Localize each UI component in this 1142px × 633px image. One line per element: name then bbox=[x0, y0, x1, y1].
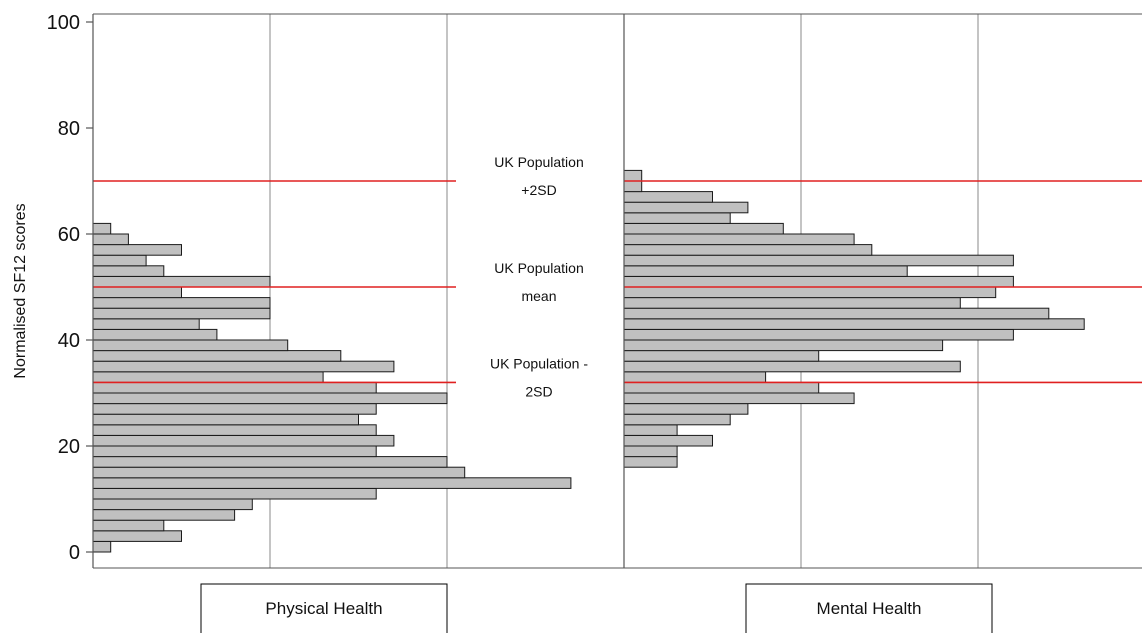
histogram-bar bbox=[92, 265, 165, 277]
histogram-bar bbox=[92, 339, 289, 352]
histogram-bar bbox=[92, 509, 236, 521]
histogram-bar bbox=[92, 381, 377, 394]
histogram-bar bbox=[623, 328, 1014, 341]
histogram-bar bbox=[623, 392, 855, 405]
histogram-bar bbox=[623, 244, 873, 256]
histogram-bar bbox=[623, 339, 944, 352]
histogram-bar bbox=[623, 434, 713, 447]
y-axis-title: Normalised SF12 scores bbox=[12, 203, 29, 378]
histogram-bar bbox=[92, 519, 165, 532]
histogram-bar bbox=[92, 360, 395, 373]
reference-lines bbox=[93, 180, 1142, 384]
histogram-bar bbox=[623, 445, 678, 458]
y-tick-label: 60 bbox=[58, 224, 80, 246]
y-tick-label: 0 bbox=[69, 542, 80, 564]
y-ticks: 0 20 40 60 80 100 bbox=[47, 12, 93, 564]
histogram-bar bbox=[623, 191, 713, 203]
histogram-bar bbox=[92, 424, 377, 436]
histogram-bar bbox=[623, 212, 731, 224]
histogram-bar bbox=[623, 201, 749, 214]
histogram-bar bbox=[92, 477, 572, 489]
histogram-bar bbox=[92, 275, 271, 288]
histogram-bar bbox=[92, 413, 359, 426]
histogram-bar bbox=[92, 244, 182, 256]
histogram-bar bbox=[623, 350, 820, 362]
histogram-bar bbox=[623, 307, 1050, 320]
reference-labels: UK Population +2SD UK Population mean UK Pop… bbox=[490, 154, 588, 399]
histogram-bar bbox=[92, 328, 218, 341]
histogram-bar bbox=[92, 318, 200, 330]
panel-label-physical: Physical Health bbox=[200, 583, 448, 633]
reference-label-line2: 2SD bbox=[525, 383, 552, 399]
y-tick-label: 20 bbox=[58, 436, 80, 458]
panel-label-physical-text: Physical Health bbox=[265, 599, 382, 618]
reference-label-line1: UK Population - bbox=[490, 355, 588, 371]
histogram-bar bbox=[92, 487, 377, 500]
histogram-bar bbox=[623, 222, 784, 235]
reference-label-line2: mean bbox=[521, 288, 556, 304]
histogram-bar bbox=[92, 392, 448, 405]
histogram-bar bbox=[92, 540, 112, 553]
histogram-bar bbox=[623, 371, 767, 383]
panel-label-mental-text: Mental Health bbox=[817, 599, 922, 618]
y-tick-label: 100 bbox=[47, 12, 80, 34]
histogram-bar bbox=[92, 222, 112, 235]
histogram-bar bbox=[623, 456, 678, 468]
histogram-bar bbox=[623, 413, 731, 426]
histogram-bar bbox=[623, 297, 961, 309]
reference-label-line2: +2SD bbox=[521, 182, 556, 198]
histogram-bar bbox=[623, 318, 1085, 330]
histogram-bar bbox=[92, 297, 271, 309]
histogram-bar bbox=[92, 456, 448, 468]
histogram-bar bbox=[623, 360, 961, 373]
histogram-bar bbox=[623, 233, 855, 246]
reference-label-line1: UK Population bbox=[494, 154, 584, 170]
y-tick-label: 40 bbox=[58, 330, 80, 352]
histogram-bar bbox=[623, 286, 997, 299]
histogram-bar bbox=[623, 381, 820, 394]
histogram-bar bbox=[92, 445, 377, 458]
histogram-bar bbox=[92, 530, 182, 542]
axes bbox=[92, 13, 1142, 569]
histogram-bar bbox=[623, 275, 1014, 288]
reference-label-line1: UK Population bbox=[494, 260, 584, 276]
histogram-bar bbox=[623, 169, 643, 182]
histogram-bar bbox=[623, 265, 908, 277]
histogram-bar bbox=[92, 307, 271, 320]
histogram-bar bbox=[92, 371, 324, 383]
histogram-bar bbox=[92, 254, 147, 267]
histogram-bar bbox=[92, 498, 253, 511]
histogram-bar bbox=[92, 233, 129, 246]
histogram-bar bbox=[623, 254, 1014, 267]
y-tick-label: 80 bbox=[58, 118, 80, 140]
histogram-bar bbox=[623, 180, 643, 193]
histogram-bar bbox=[92, 403, 377, 415]
histogram-bar bbox=[623, 424, 678, 436]
histogram-bars bbox=[92, 169, 1085, 553]
histogram-bar bbox=[92, 434, 395, 447]
histogram-bar bbox=[92, 350, 342, 362]
histogram-bar bbox=[623, 403, 749, 415]
histogram-bar bbox=[92, 466, 466, 479]
panel-label-mental: Mental Health bbox=[745, 583, 993, 633]
histogram-bar bbox=[92, 286, 182, 299]
